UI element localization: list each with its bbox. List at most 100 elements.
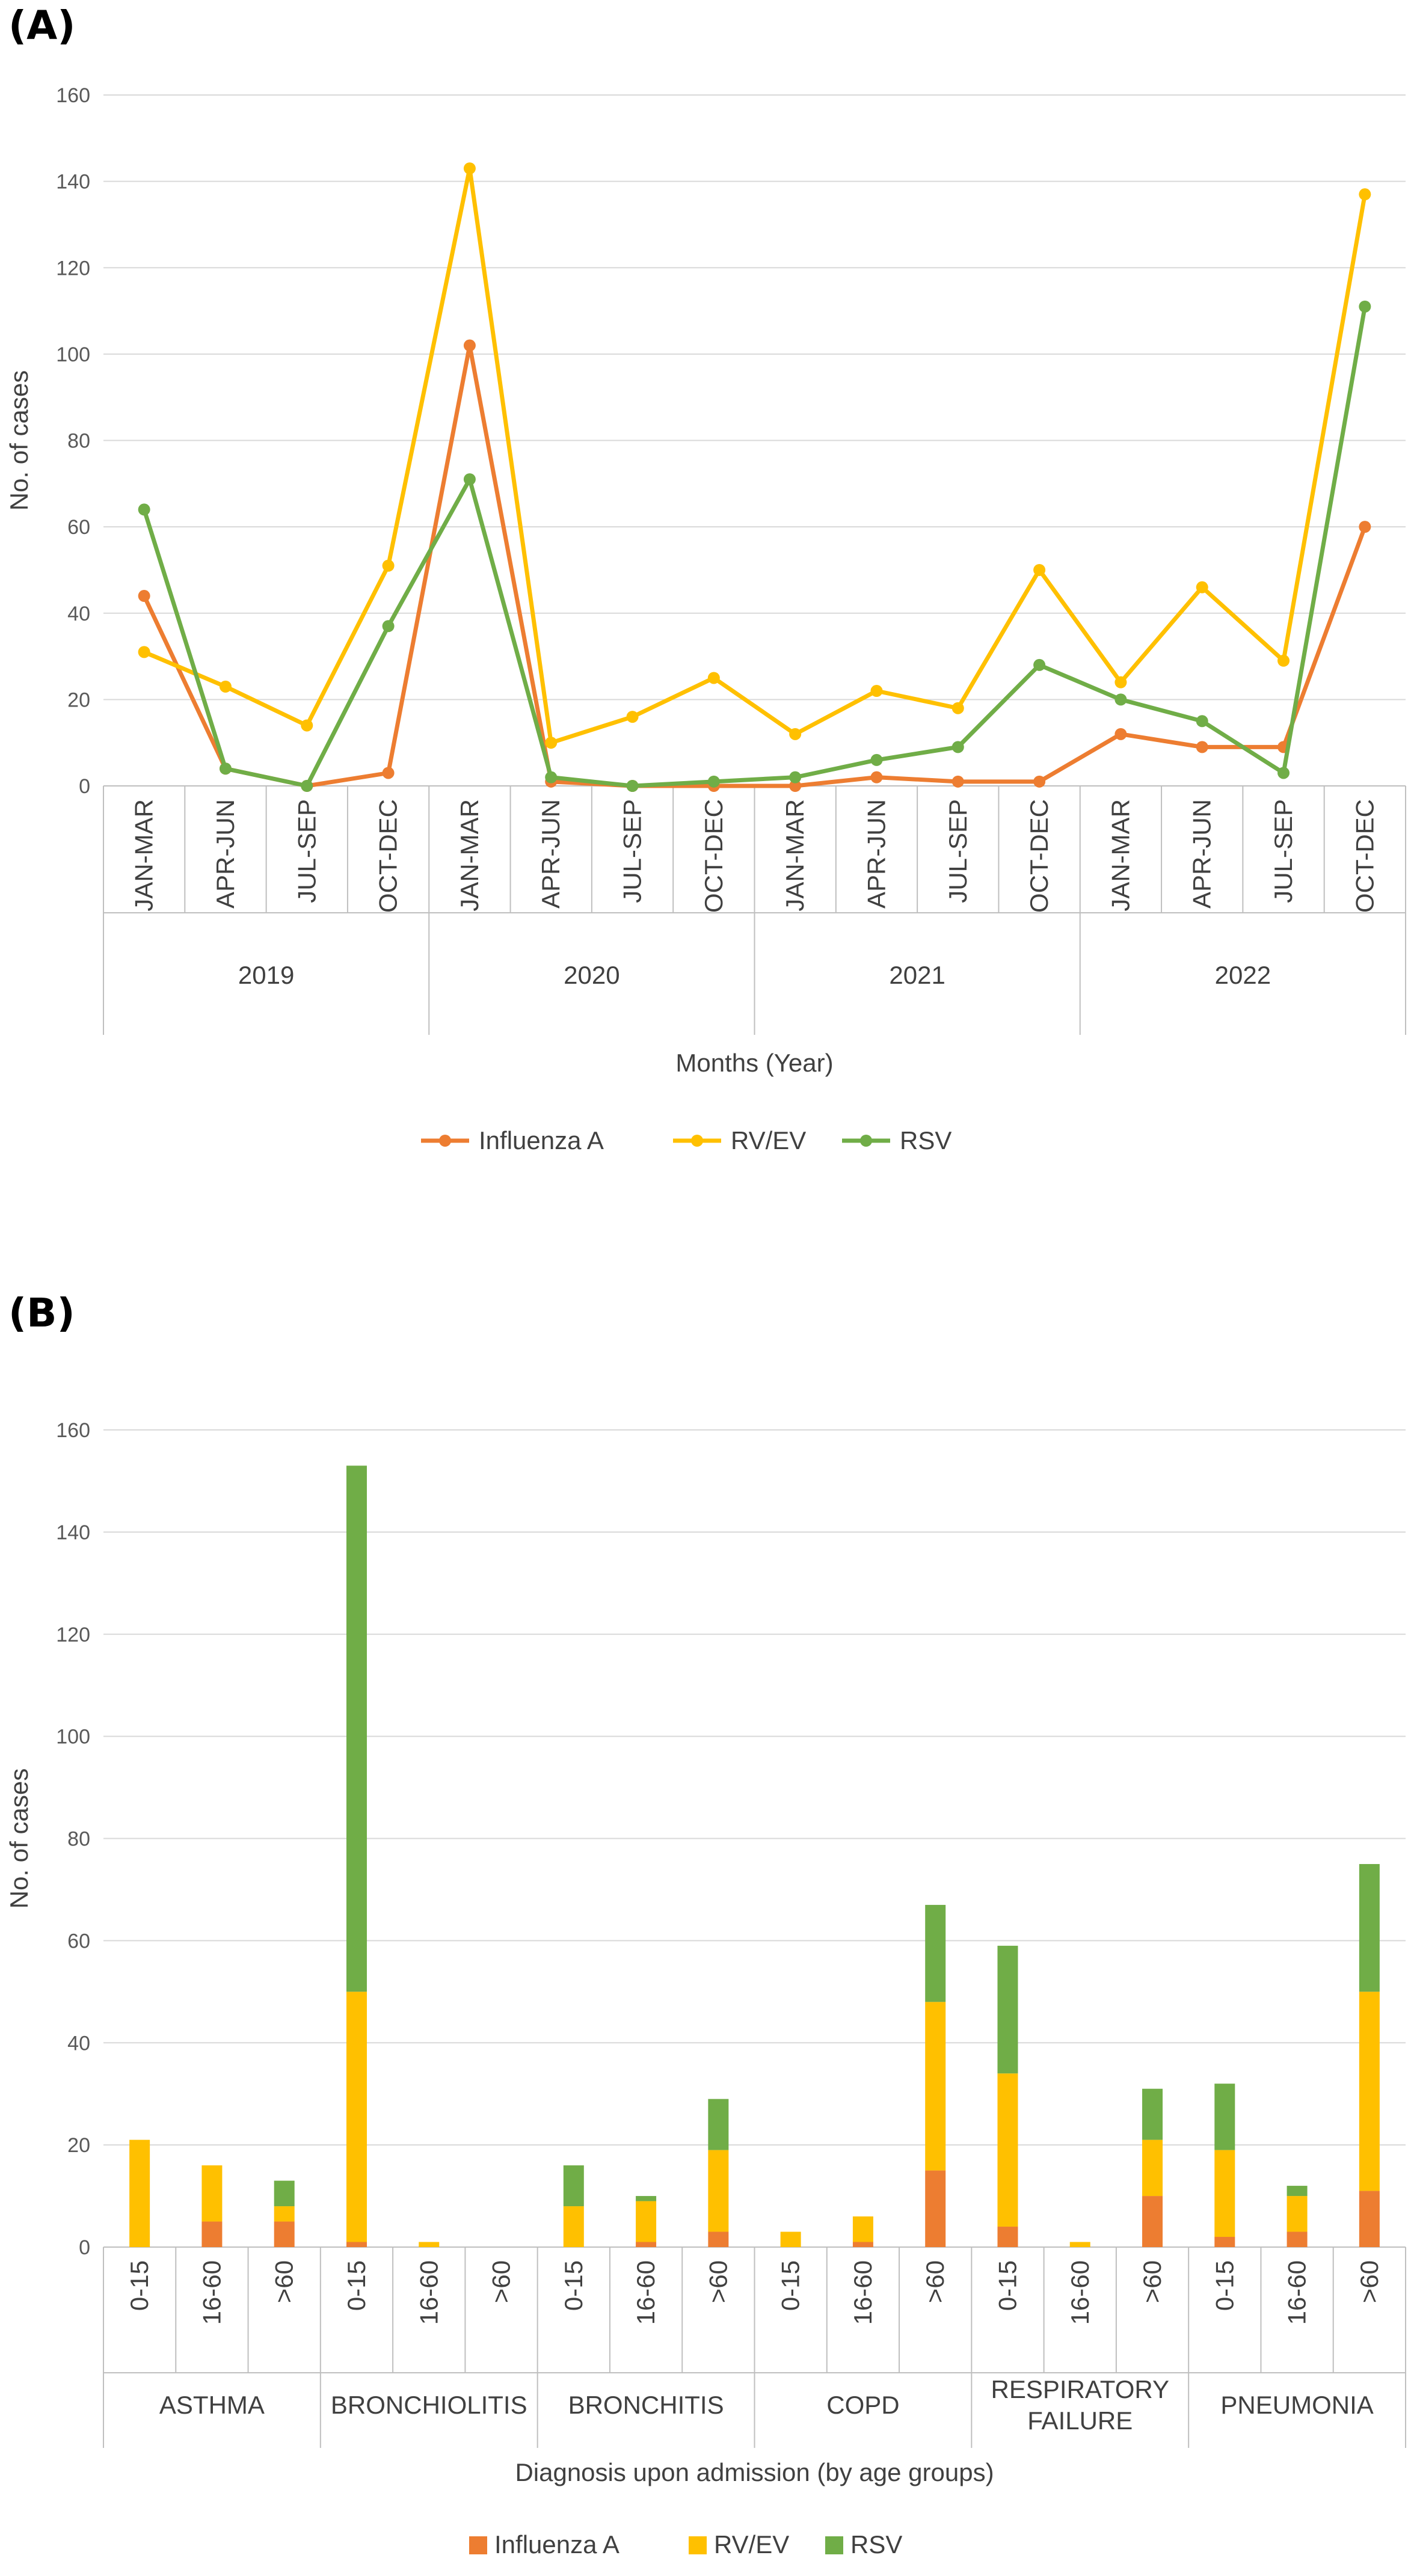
x-group-label: PNEUMONIA bbox=[1220, 2391, 1373, 2419]
data-point-rsv bbox=[951, 741, 964, 753]
bar-segment-influenza-a bbox=[636, 2242, 657, 2247]
bar-segment-rsv bbox=[997, 1945, 1018, 2074]
data-point-influenza-a bbox=[1033, 775, 1046, 788]
data-point-rv-ev bbox=[789, 728, 802, 740]
x-tick-label: APR-JUN bbox=[862, 799, 890, 909]
x-tick-label: >60 bbox=[704, 2260, 732, 2303]
bar-segment-rsv bbox=[1287, 2186, 1308, 2197]
data-point-rsv bbox=[545, 771, 558, 784]
bar-segment-rv-ev bbox=[636, 2201, 657, 2242]
x-tick-label: 0-15 bbox=[125, 2260, 153, 2311]
legend-marker-rsv bbox=[860, 1135, 872, 1147]
y-tick-label: 160 bbox=[56, 84, 90, 107]
x-tick-label: JUL-SEP bbox=[1269, 799, 1297, 903]
data-point-rv-ev bbox=[1196, 581, 1208, 593]
data-point-rv-ev bbox=[707, 672, 720, 684]
data-point-rsv bbox=[626, 780, 639, 792]
x-tick-label: APR-JUN bbox=[1188, 799, 1216, 909]
x-axis-title: Diagnosis upon admission (by age groups) bbox=[515, 2458, 994, 2486]
data-point-rv-ev bbox=[870, 685, 883, 698]
bar-segment-influenza-a bbox=[708, 2231, 729, 2247]
data-point-rsv bbox=[1277, 767, 1290, 779]
data-point-influenza-a bbox=[789, 780, 802, 792]
bar-segment-rv-ev bbox=[129, 2139, 150, 2247]
x-tick-label: JAN-MAR bbox=[455, 799, 484, 912]
series-line-rv-ev bbox=[142, 166, 1367, 745]
bar-segment-influenza-a bbox=[201, 2221, 223, 2247]
bar-segment-influenza-a bbox=[1287, 2231, 1308, 2247]
data-point-influenza-a bbox=[1114, 728, 1127, 740]
data-point-rv-ev bbox=[1359, 188, 1371, 201]
x-tick-label: OCT-DEC bbox=[374, 799, 402, 913]
y-tick-label: 20 bbox=[67, 688, 90, 711]
x-tick-label: JUL-SEP bbox=[292, 799, 321, 903]
x-tick-label: JUL-SEP bbox=[618, 799, 647, 903]
legend-label-rsv: RSV bbox=[900, 1126, 951, 1155]
data-point-rsv bbox=[1033, 658, 1046, 671]
data-point-rv-ev bbox=[1277, 654, 1290, 667]
y-axis-title: No. of cases bbox=[5, 1768, 33, 1909]
bar-segment-rsv bbox=[346, 1465, 367, 1992]
x-tick-label: APR-JUN bbox=[536, 799, 565, 909]
y-tick-label: 0 bbox=[79, 775, 90, 798]
x-tick-label: >60 bbox=[1138, 2260, 1166, 2303]
data-point-influenza-a bbox=[870, 771, 883, 784]
data-point-rsv bbox=[870, 753, 883, 766]
legend-marker-rv-ev bbox=[691, 1135, 703, 1147]
bar-segment-rv-ev bbox=[201, 2165, 223, 2222]
bar-segment-rsv bbox=[1142, 2088, 1163, 2140]
y-tick-label: 100 bbox=[56, 1726, 90, 1749]
bar-segment-rsv bbox=[636, 2196, 657, 2201]
x-group-label: ASTHMA bbox=[159, 2391, 265, 2419]
bar-segment-rsv bbox=[925, 1904, 946, 2002]
x-group-label: 2020 bbox=[564, 961, 619, 989]
bar-segment-rv-ev bbox=[1142, 2139, 1163, 2197]
bar-segment-rv-ev bbox=[1214, 2150, 1235, 2237]
legend-swatch-rv-ev bbox=[689, 2536, 707, 2554]
data-point-influenza-a bbox=[382, 767, 395, 779]
x-axis-title: Months (Year) bbox=[675, 1049, 833, 1077]
x-tick-label: JAN-MAR bbox=[130, 799, 158, 912]
bar-segment-influenza-a bbox=[997, 2227, 1018, 2247]
x-tick-label: 16-60 bbox=[1066, 2260, 1094, 2325]
x-tick-label: JAN-MAR bbox=[781, 799, 809, 912]
data-point-rsv bbox=[463, 473, 476, 486]
data-point-rv-ev bbox=[1033, 563, 1046, 576]
y-tick-label: 160 bbox=[56, 1419, 90, 1442]
data-point-influenza-a bbox=[463, 339, 476, 352]
bar-segment-rv-ev bbox=[925, 2002, 946, 2171]
x-tick-label: 16-60 bbox=[849, 2260, 877, 2325]
legend-label-rsv: RSV bbox=[850, 2530, 902, 2559]
series-line-influenza-a bbox=[142, 343, 1367, 788]
x-tick-label: 0-15 bbox=[776, 2260, 805, 2311]
x-tick-label: JUL-SEP bbox=[944, 799, 972, 903]
data-point-rsv bbox=[301, 780, 313, 792]
bar-segment-rsv bbox=[708, 2099, 729, 2150]
data-point-rv-ev bbox=[382, 559, 395, 572]
data-point-rsv bbox=[789, 771, 802, 784]
y-tick-label: 80 bbox=[67, 1828, 90, 1851]
x-tick-label: >60 bbox=[1355, 2260, 1383, 2303]
panel-b-label: (B) bbox=[8, 1290, 75, 1336]
y-axis-title: No. of cases bbox=[5, 370, 33, 511]
bar-segment-influenza-a bbox=[1359, 2191, 1380, 2247]
x-tick-label: 16-60 bbox=[197, 2260, 226, 2325]
data-point-influenza-a bbox=[1196, 741, 1208, 753]
legend-label-rv-ev: RV/EV bbox=[714, 2530, 789, 2559]
x-group-label: RESPIRATORY bbox=[991, 2375, 1169, 2403]
x-tick-label: >60 bbox=[487, 2260, 515, 2303]
x-group-label: COPD bbox=[826, 2391, 899, 2419]
y-tick-label: 140 bbox=[56, 171, 90, 194]
x-tick-label: 0-15 bbox=[342, 2260, 370, 2311]
y-tick-label: 0 bbox=[79, 2236, 90, 2259]
legend-swatch-rsv bbox=[825, 2536, 843, 2554]
bar-segment-rv-ev bbox=[419, 2242, 440, 2247]
x-tick-label: 0-15 bbox=[559, 2260, 588, 2311]
bar-segment-influenza-a bbox=[346, 2242, 367, 2247]
data-point-rsv bbox=[138, 503, 150, 516]
x-tick-label: 16-60 bbox=[1283, 2260, 1311, 2325]
legend-swatch-influenza-a bbox=[469, 2536, 487, 2554]
bar-segment-rsv bbox=[1214, 2084, 1235, 2150]
x-group-label: BRONCHIOLITIS bbox=[331, 2391, 527, 2419]
x-tick-label: OCT-DEC bbox=[1350, 799, 1379, 913]
